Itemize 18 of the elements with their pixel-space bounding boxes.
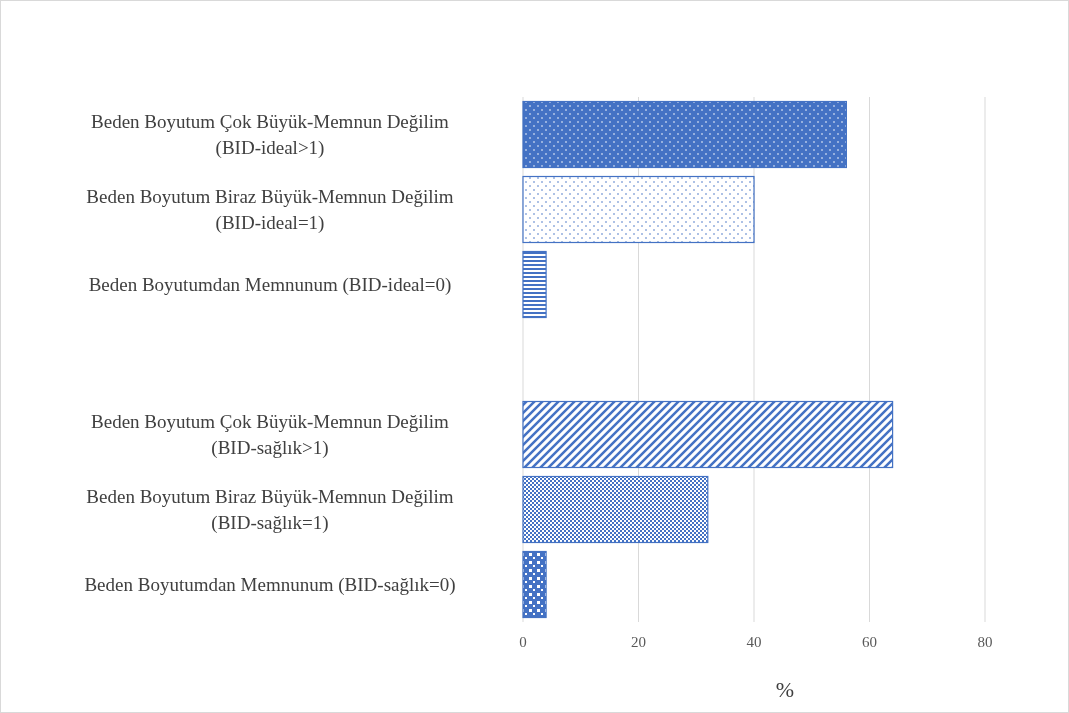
x-tick-label: 20 (631, 634, 646, 650)
bar (522, 475, 709, 544)
bar (522, 250, 547, 319)
y-tick-label: Beden Boyutumdan Memnunum (BID-sağlık=0) (84, 573, 456, 596)
bar (522, 400, 894, 469)
bar (522, 100, 847, 169)
x-tick-label: 0 (519, 634, 527, 650)
y-tick-label: Beden Boyutum Çok Büyük-Memnun Değilim (BID-ideal>1) (91, 110, 450, 159)
y-tick-label: Beden Boyutum Biraz Büyük-Memnun Değilim (BID-ideal=1) (86, 185, 454, 234)
x-tick-label: 60 (862, 634, 877, 650)
bar (522, 550, 547, 619)
x-tick-label: 40 (746, 634, 762, 650)
x-axis-title: % (775, 677, 795, 702)
y-tick-label: Beden Boyutumdan Memnunum (BID-ideal=0) (88, 273, 452, 296)
x-tick-label: 80 (977, 634, 993, 650)
bar (522, 175, 755, 244)
y-tick-label: Beden Boyutum Biraz Büyük-Memnun Değilim (BID-sağlık=1) (86, 485, 454, 534)
y-tick-label: Beden Boyutum Çok Büyük-Memnun Değilim (BID-sağlık>1) (91, 410, 450, 459)
